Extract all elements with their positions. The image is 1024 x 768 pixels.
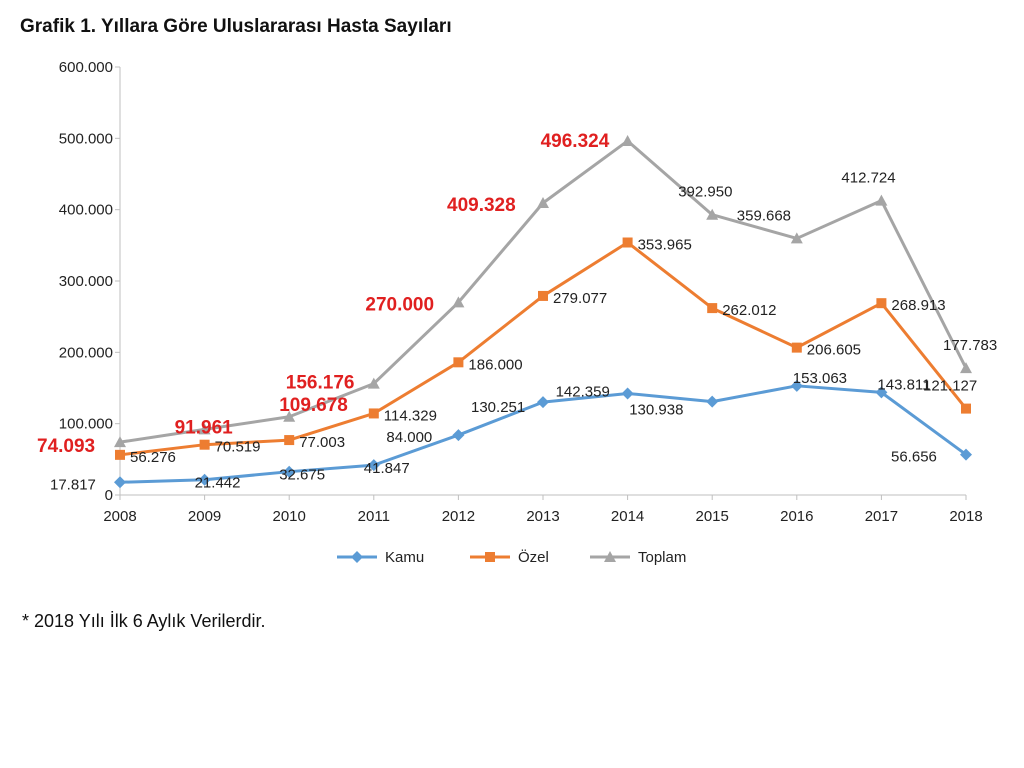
legend-label-toplam: Toplam: [638, 549, 686, 566]
data-point-kamu: [367, 459, 380, 472]
data-point-toplam: [706, 208, 719, 220]
chart-title: Grafik 1. Yıllara Göre Uluslararası Hast…: [20, 16, 452, 37]
footnote: * 2018 Yılı İlk 6 Aylık Verilerdir.: [22, 611, 266, 631]
data-label-ozel: 262.012: [722, 302, 776, 319]
legend-marker-toplam: [604, 551, 616, 562]
data-point-toplam: [621, 134, 634, 146]
data-label-ozel: 353.965: [638, 237, 692, 254]
data-label-kamu: 32.675: [279, 467, 325, 484]
y-tick-label: 100.000: [59, 416, 113, 433]
data-point-kamu: [875, 386, 888, 399]
x-tick-label: 2010: [273, 508, 306, 525]
legend-label-kamu: Kamu: [385, 549, 424, 566]
data-point-kamu: [283, 465, 296, 478]
data-point-ozel: [368, 408, 379, 419]
data-labels: 17.817 21.442 32.675 41.847 84.000 130.251 142…: [37, 131, 997, 493]
data-label-toplam: 177.783: [943, 337, 997, 354]
x-tick-label: 2008: [103, 508, 136, 525]
data-point-kamu: [452, 429, 465, 442]
data-point-toplam: [875, 194, 888, 206]
x-tick-label: 2014: [611, 508, 644, 525]
data-point-toplam: [283, 410, 296, 422]
x-tick-label: 2013: [526, 508, 559, 525]
data-point-toplam: [452, 296, 465, 308]
data-label-ozel: 77.003: [299, 434, 345, 451]
y-tick-label: 600.000: [59, 59, 113, 76]
data-point-kamu: [960, 448, 972, 461]
data-label-kamu: 153.063: [793, 370, 847, 387]
data-label-ozel: 206.605: [807, 342, 861, 359]
data-point-kamu: [537, 396, 549, 409]
data-label-toplam: 270.000: [365, 294, 434, 315]
y-tick-label: 0: [105, 487, 113, 504]
data-label-kamu: 21.442: [195, 475, 241, 492]
data-label-ozel: 268.913: [891, 297, 945, 314]
y-tick-label: 300.000: [59, 273, 113, 290]
data-label-ozel: 56.276: [130, 449, 176, 466]
data-point-toplam: [367, 377, 380, 389]
y-tick-label: 500.000: [59, 130, 113, 147]
data-label-kamu: 142.359: [556, 383, 610, 400]
data-point-ozel: [876, 298, 887, 309]
data-label-kamu: 130.251: [471, 399, 525, 416]
data-label-toplam: 91.961: [175, 417, 234, 438]
data-point-ozel: [284, 435, 295, 446]
data-point-ozel: [199, 439, 210, 450]
y-tick-label: 400.000: [59, 202, 113, 219]
data-label-ozel: 114.329: [384, 407, 437, 424]
data-label-toplam: 74.093: [37, 436, 95, 457]
data-label-toplam: 409.328: [447, 195, 516, 216]
data-label-kamu: 17.817: [50, 476, 96, 493]
data-label-toplam: 109.678: [279, 395, 348, 416]
data-point-kamu: [621, 387, 634, 400]
data-point-kamu: [198, 473, 211, 486]
legend-label-ozel: Özel: [518, 548, 549, 566]
data-label-kamu: 130.938: [629, 402, 683, 419]
data-label-toplam: 156.176: [286, 373, 355, 394]
data-label-toplam: 496.324: [541, 131, 610, 152]
data-label-ozel: 279.077: [553, 290, 607, 307]
x-tick-label: 2018: [949, 508, 982, 525]
x-tick-label: 2011: [358, 508, 390, 525]
x-tick-label: 2017: [865, 508, 898, 525]
data-label-ozel: 70.519: [215, 439, 261, 456]
data-point-ozel: [961, 403, 971, 414]
data-label-kamu: 84.000: [386, 429, 432, 446]
series-markers: [114, 134, 972, 489]
data-point-toplam: [114, 436, 126, 448]
data-point-ozel: [538, 290, 548, 301]
data-label-kamu: 56.656: [891, 449, 937, 466]
legend-marker-kamu: [351, 551, 363, 563]
data-point-toplam: [537, 197, 549, 209]
data-point-ozel: [115, 449, 125, 460]
data-label-kamu: 143.811: [877, 376, 930, 393]
data-point-toplam: [790, 232, 803, 244]
x-tick-label: 2016: [780, 508, 813, 525]
data-point-ozel: [453, 357, 464, 368]
data-label-kamu: 41.847: [364, 460, 410, 477]
x-tick-label: 2012: [442, 508, 475, 525]
chart-axes: 0 100.000 200.000 300.000 400.000 500.000 600.…: [59, 59, 983, 525]
data-label-ozel: 186.000: [468, 356, 522, 373]
data-point-ozel: [791, 342, 802, 353]
series-lines: [119, 139, 968, 484]
data-point-toplam: [198, 423, 211, 435]
data-point-toplam: [960, 362, 972, 374]
data-point-ozel: [622, 237, 633, 248]
data-label-toplam: 392.950: [678, 184, 732, 201]
data-point-kamu: [790, 379, 803, 392]
data-label-toplam: 359.668: [737, 207, 791, 224]
data-point-ozel: [707, 303, 718, 314]
data-label-ozel: 121.127: [923, 378, 977, 395]
x-tick-label: 2009: [188, 508, 221, 525]
x-tick-label: 2015: [696, 508, 729, 525]
data-label-toplam: 412.724: [841, 170, 895, 187]
data-point-kamu: [706, 395, 719, 408]
line-chart: 0 100.000 200.000 300.000 400.000 500.000 600.…: [37, 59, 997, 566]
legend-marker-ozel: [485, 552, 495, 562]
data-point-kamu: [114, 476, 126, 489]
chart-legend: Kamu Özel Toplam: [337, 548, 686, 566]
y-tick-label: 200.000: [59, 344, 113, 361]
